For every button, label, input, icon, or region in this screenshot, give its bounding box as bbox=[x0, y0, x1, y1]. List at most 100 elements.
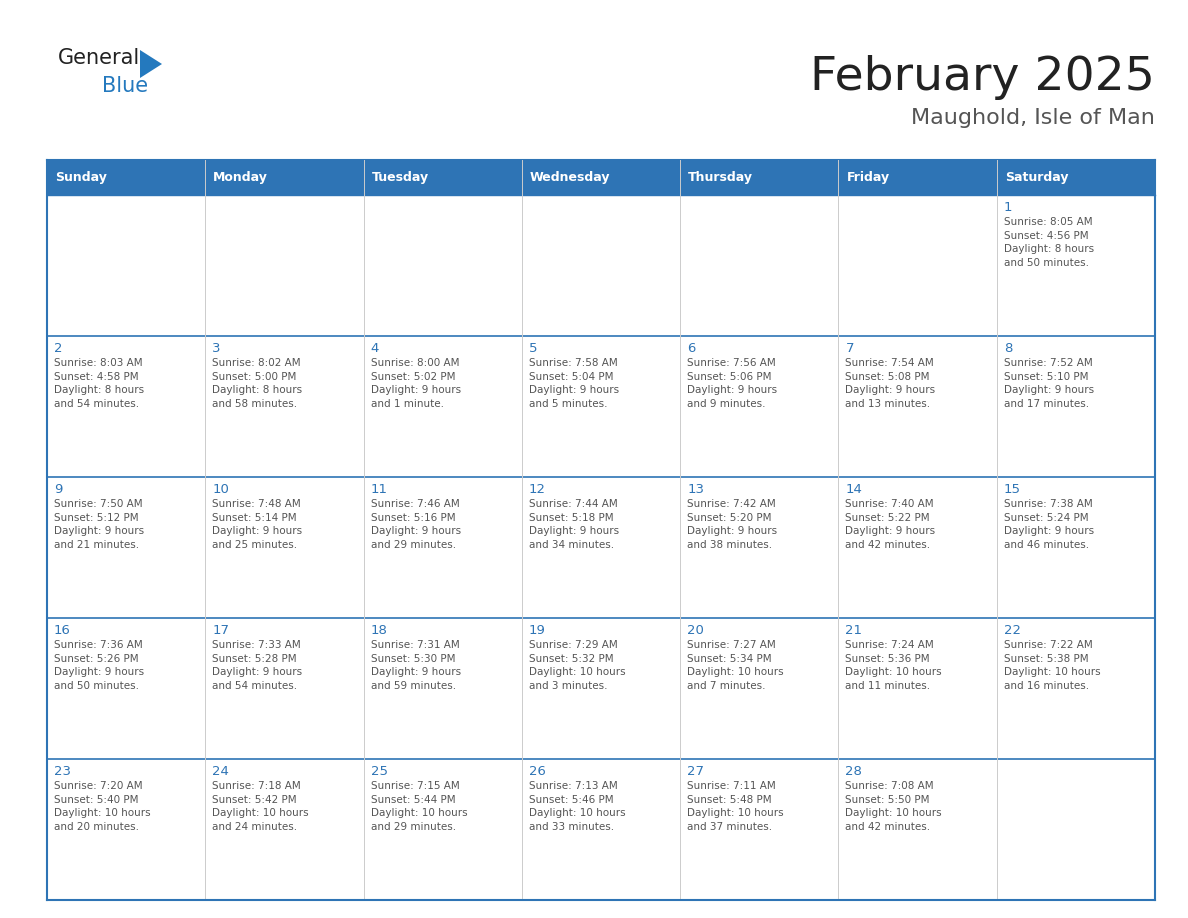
Text: 24: 24 bbox=[213, 765, 229, 778]
Text: General: General bbox=[58, 48, 140, 68]
Bar bbox=[522, 160, 681, 195]
Bar bbox=[839, 618, 997, 759]
Bar bbox=[997, 759, 1155, 900]
Text: Sunrise: 8:00 AM
Sunset: 5:02 PM
Daylight: 9 hours
and 1 minute.: Sunrise: 8:00 AM Sunset: 5:02 PM Dayligh… bbox=[371, 358, 461, 409]
Text: Sunrise: 7:48 AM
Sunset: 5:14 PM
Daylight: 9 hours
and 25 minutes.: Sunrise: 7:48 AM Sunset: 5:14 PM Dayligh… bbox=[213, 499, 303, 550]
Bar bbox=[681, 618, 839, 759]
Bar bbox=[839, 160, 997, 195]
Bar bbox=[681, 160, 839, 195]
Bar bbox=[522, 477, 681, 618]
Bar bbox=[997, 336, 1155, 477]
Text: 10: 10 bbox=[213, 483, 229, 496]
Text: Sunrise: 7:13 AM
Sunset: 5:46 PM
Daylight: 10 hours
and 33 minutes.: Sunrise: 7:13 AM Sunset: 5:46 PM Dayligh… bbox=[529, 781, 626, 832]
Text: 19: 19 bbox=[529, 624, 545, 637]
Text: Monday: Monday bbox=[214, 171, 268, 184]
Bar bbox=[206, 160, 364, 195]
Text: 9: 9 bbox=[53, 483, 63, 496]
Text: Sunrise: 7:08 AM
Sunset: 5:50 PM
Daylight: 10 hours
and 42 minutes.: Sunrise: 7:08 AM Sunset: 5:50 PM Dayligh… bbox=[846, 781, 942, 832]
Text: 13: 13 bbox=[687, 483, 704, 496]
Text: February 2025: February 2025 bbox=[810, 55, 1155, 100]
Bar bbox=[48, 160, 206, 195]
Text: Sunrise: 7:36 AM
Sunset: 5:26 PM
Daylight: 9 hours
and 50 minutes.: Sunrise: 7:36 AM Sunset: 5:26 PM Dayligh… bbox=[53, 640, 144, 691]
Text: Sunrise: 7:24 AM
Sunset: 5:36 PM
Daylight: 10 hours
and 11 minutes.: Sunrise: 7:24 AM Sunset: 5:36 PM Dayligh… bbox=[846, 640, 942, 691]
Text: Sunrise: 7:31 AM
Sunset: 5:30 PM
Daylight: 9 hours
and 59 minutes.: Sunrise: 7:31 AM Sunset: 5:30 PM Dayligh… bbox=[371, 640, 461, 691]
Text: 4: 4 bbox=[371, 342, 379, 355]
Bar bbox=[364, 336, 522, 477]
Text: 11: 11 bbox=[371, 483, 387, 496]
Bar bbox=[522, 336, 681, 477]
Bar bbox=[364, 618, 522, 759]
Bar bbox=[839, 477, 997, 618]
Bar bbox=[839, 195, 997, 336]
Text: 2: 2 bbox=[53, 342, 63, 355]
Text: Sunrise: 7:56 AM
Sunset: 5:06 PM
Daylight: 9 hours
and 9 minutes.: Sunrise: 7:56 AM Sunset: 5:06 PM Dayligh… bbox=[687, 358, 777, 409]
Text: 17: 17 bbox=[213, 624, 229, 637]
Text: Sunrise: 8:05 AM
Sunset: 4:56 PM
Daylight: 8 hours
and 50 minutes.: Sunrise: 8:05 AM Sunset: 4:56 PM Dayligh… bbox=[1004, 217, 1094, 268]
Text: 25: 25 bbox=[371, 765, 387, 778]
Bar bbox=[522, 759, 681, 900]
Text: 3: 3 bbox=[213, 342, 221, 355]
Text: Sunrise: 7:38 AM
Sunset: 5:24 PM
Daylight: 9 hours
and 46 minutes.: Sunrise: 7:38 AM Sunset: 5:24 PM Dayligh… bbox=[1004, 499, 1094, 550]
Text: 1: 1 bbox=[1004, 201, 1012, 214]
Text: Sunrise: 7:20 AM
Sunset: 5:40 PM
Daylight: 10 hours
and 20 minutes.: Sunrise: 7:20 AM Sunset: 5:40 PM Dayligh… bbox=[53, 781, 151, 832]
Text: Sunday: Sunday bbox=[55, 171, 107, 184]
Text: Friday: Friday bbox=[846, 171, 890, 184]
Text: 16: 16 bbox=[53, 624, 71, 637]
Text: Sunrise: 8:03 AM
Sunset: 4:58 PM
Daylight: 8 hours
and 54 minutes.: Sunrise: 8:03 AM Sunset: 4:58 PM Dayligh… bbox=[53, 358, 144, 409]
Bar bbox=[206, 759, 364, 900]
Text: Sunrise: 7:58 AM
Sunset: 5:04 PM
Daylight: 9 hours
and 5 minutes.: Sunrise: 7:58 AM Sunset: 5:04 PM Dayligh… bbox=[529, 358, 619, 409]
Bar bbox=[48, 477, 206, 618]
Bar bbox=[48, 195, 206, 336]
Bar bbox=[206, 477, 364, 618]
Text: Sunrise: 7:29 AM
Sunset: 5:32 PM
Daylight: 10 hours
and 3 minutes.: Sunrise: 7:29 AM Sunset: 5:32 PM Dayligh… bbox=[529, 640, 626, 691]
Text: Sunrise: 7:33 AM
Sunset: 5:28 PM
Daylight: 9 hours
and 54 minutes.: Sunrise: 7:33 AM Sunset: 5:28 PM Dayligh… bbox=[213, 640, 303, 691]
Text: Sunrise: 7:18 AM
Sunset: 5:42 PM
Daylight: 10 hours
and 24 minutes.: Sunrise: 7:18 AM Sunset: 5:42 PM Dayligh… bbox=[213, 781, 309, 832]
Bar bbox=[364, 759, 522, 900]
Text: 15: 15 bbox=[1004, 483, 1020, 496]
Text: Maughold, Isle of Man: Maughold, Isle of Man bbox=[911, 108, 1155, 128]
Bar bbox=[48, 336, 206, 477]
Text: 20: 20 bbox=[687, 624, 704, 637]
Text: Blue: Blue bbox=[102, 76, 148, 96]
Bar bbox=[364, 477, 522, 618]
Text: 23: 23 bbox=[53, 765, 71, 778]
Text: 14: 14 bbox=[846, 483, 862, 496]
Text: 26: 26 bbox=[529, 765, 545, 778]
Text: 21: 21 bbox=[846, 624, 862, 637]
Text: 22: 22 bbox=[1004, 624, 1020, 637]
Text: Sunrise: 7:42 AM
Sunset: 5:20 PM
Daylight: 9 hours
and 38 minutes.: Sunrise: 7:42 AM Sunset: 5:20 PM Dayligh… bbox=[687, 499, 777, 550]
Text: 7: 7 bbox=[846, 342, 854, 355]
Text: 28: 28 bbox=[846, 765, 862, 778]
Bar bbox=[206, 618, 364, 759]
Text: Sunrise: 7:40 AM
Sunset: 5:22 PM
Daylight: 9 hours
and 42 minutes.: Sunrise: 7:40 AM Sunset: 5:22 PM Dayligh… bbox=[846, 499, 936, 550]
Polygon shape bbox=[140, 50, 162, 78]
Text: Wednesday: Wednesday bbox=[530, 171, 611, 184]
Text: Thursday: Thursday bbox=[688, 171, 753, 184]
Bar bbox=[364, 160, 522, 195]
Text: 12: 12 bbox=[529, 483, 545, 496]
Bar bbox=[997, 160, 1155, 195]
Text: Saturday: Saturday bbox=[1005, 171, 1068, 184]
Bar bbox=[522, 195, 681, 336]
Text: Sunrise: 7:27 AM
Sunset: 5:34 PM
Daylight: 10 hours
and 7 minutes.: Sunrise: 7:27 AM Sunset: 5:34 PM Dayligh… bbox=[687, 640, 784, 691]
Text: Sunrise: 7:44 AM
Sunset: 5:18 PM
Daylight: 9 hours
and 34 minutes.: Sunrise: 7:44 AM Sunset: 5:18 PM Dayligh… bbox=[529, 499, 619, 550]
Bar bbox=[681, 336, 839, 477]
Bar bbox=[48, 618, 206, 759]
Bar bbox=[681, 477, 839, 618]
Text: Sunrise: 7:22 AM
Sunset: 5:38 PM
Daylight: 10 hours
and 16 minutes.: Sunrise: 7:22 AM Sunset: 5:38 PM Dayligh… bbox=[1004, 640, 1100, 691]
Bar bbox=[206, 336, 364, 477]
Bar bbox=[997, 477, 1155, 618]
Bar bbox=[522, 618, 681, 759]
Text: 18: 18 bbox=[371, 624, 387, 637]
Bar bbox=[997, 618, 1155, 759]
Bar bbox=[681, 195, 839, 336]
Text: Sunrise: 7:50 AM
Sunset: 5:12 PM
Daylight: 9 hours
and 21 minutes.: Sunrise: 7:50 AM Sunset: 5:12 PM Dayligh… bbox=[53, 499, 144, 550]
Bar bbox=[839, 336, 997, 477]
Text: Sunrise: 7:52 AM
Sunset: 5:10 PM
Daylight: 9 hours
and 17 minutes.: Sunrise: 7:52 AM Sunset: 5:10 PM Dayligh… bbox=[1004, 358, 1094, 409]
Text: 5: 5 bbox=[529, 342, 537, 355]
Text: Sunrise: 7:46 AM
Sunset: 5:16 PM
Daylight: 9 hours
and 29 minutes.: Sunrise: 7:46 AM Sunset: 5:16 PM Dayligh… bbox=[371, 499, 461, 550]
Text: Sunrise: 8:02 AM
Sunset: 5:00 PM
Daylight: 8 hours
and 58 minutes.: Sunrise: 8:02 AM Sunset: 5:00 PM Dayligh… bbox=[213, 358, 303, 409]
Bar bbox=[997, 195, 1155, 336]
Text: Sunrise: 7:15 AM
Sunset: 5:44 PM
Daylight: 10 hours
and 29 minutes.: Sunrise: 7:15 AM Sunset: 5:44 PM Dayligh… bbox=[371, 781, 467, 832]
Text: 27: 27 bbox=[687, 765, 704, 778]
